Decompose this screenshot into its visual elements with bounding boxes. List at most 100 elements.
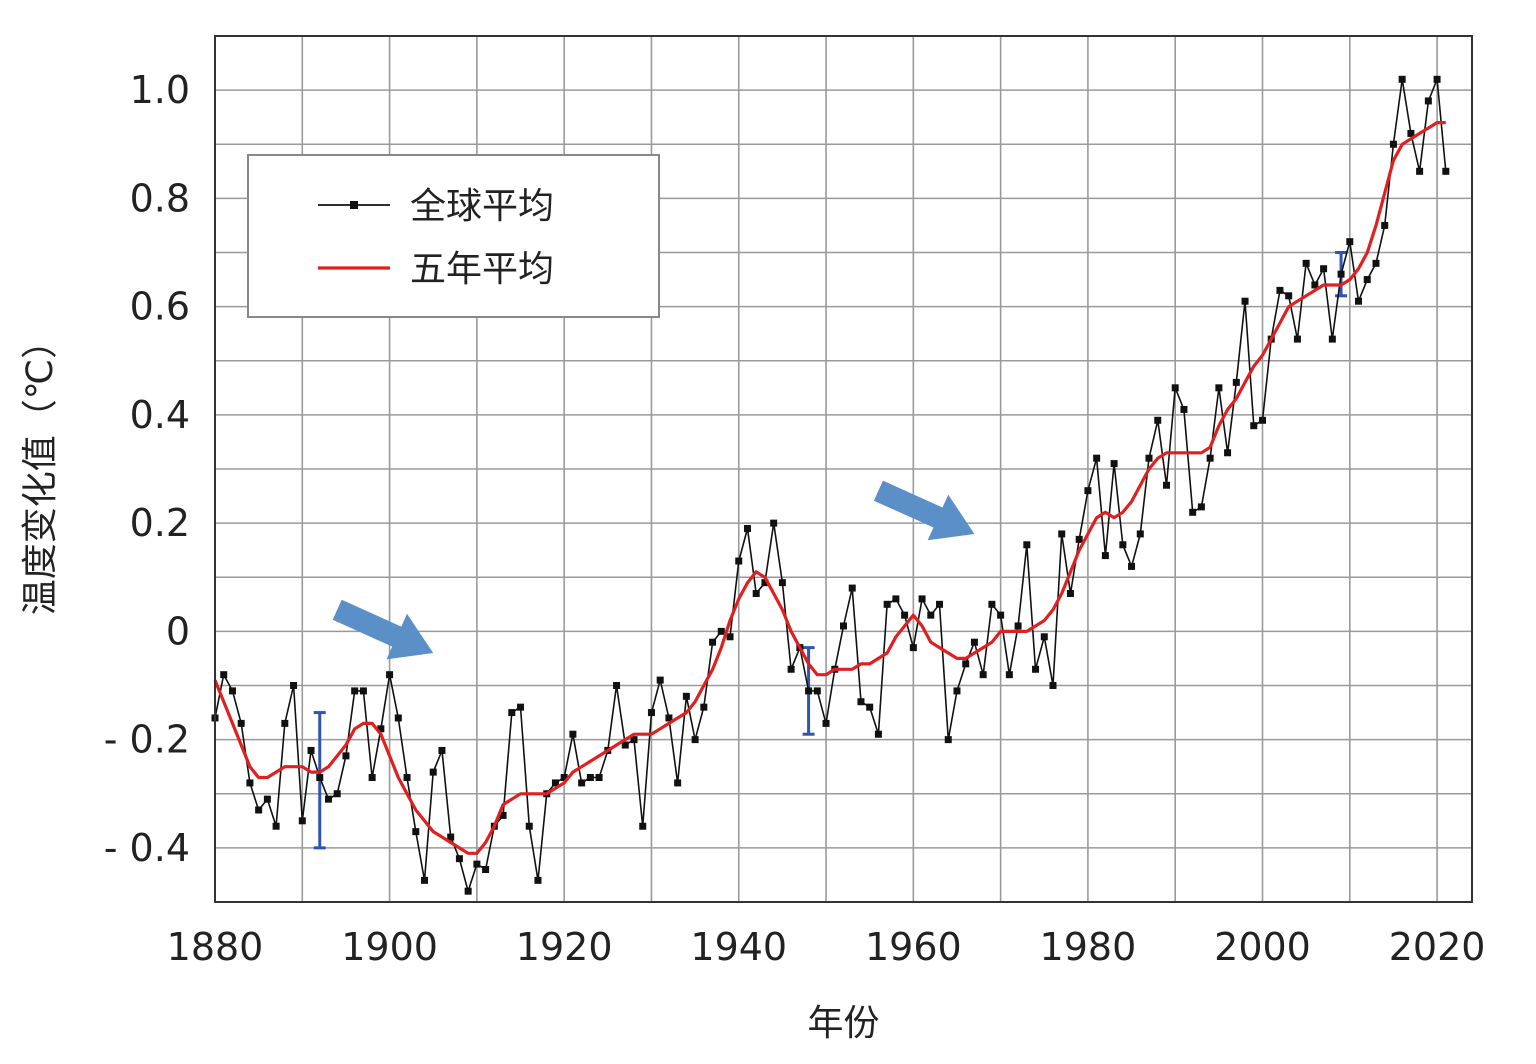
data-point [1180, 405, 1188, 413]
data-point [281, 719, 289, 727]
y-tick-label: 1.0 [130, 68, 190, 112]
x-axis-title: 年份 [807, 1003, 879, 1044]
data-point [1389, 140, 1397, 148]
data-point [368, 774, 376, 782]
data-point [674, 779, 682, 787]
x-tick-labels: 1880 1900 1920 1940 1960 1980 2000 2020 [167, 925, 1486, 969]
data-point [665, 714, 673, 722]
data-point [421, 876, 428, 884]
data-point [482, 866, 490, 874]
data-point [848, 584, 856, 592]
data-point [473, 860, 481, 868]
data-point [220, 671, 228, 679]
data-point [1101, 552, 1109, 560]
data-point [1023, 541, 1031, 549]
data-point [1040, 633, 1048, 641]
data-point [805, 687, 813, 695]
x-tick-label: 1980 [1040, 925, 1137, 969]
data-point [613, 682, 621, 689]
data-point [717, 627, 725, 635]
data-point [857, 698, 865, 706]
data-point [647, 709, 655, 717]
data-point [1075, 535, 1083, 543]
legend-box [247, 154, 660, 318]
data-point [377, 725, 385, 733]
data-point [1416, 167, 1424, 175]
data-point [735, 557, 743, 565]
data-point [1162, 481, 1170, 489]
data-point [272, 822, 280, 830]
data-point [342, 752, 350, 760]
data-point [499, 811, 507, 819]
data-point [1215, 384, 1223, 392]
data-point [1005, 671, 1013, 679]
data-point [1337, 270, 1345, 278]
data-point [953, 687, 961, 695]
data-point [639, 822, 647, 830]
data-point [709, 638, 717, 646]
data-point [901, 611, 909, 619]
data-point [394, 714, 402, 722]
data-point [761, 579, 769, 587]
data-point [351, 687, 359, 695]
data-point [1293, 335, 1301, 343]
data-point [787, 665, 795, 673]
data-point [927, 611, 935, 619]
data-point [874, 730, 882, 738]
y-tick-label: 0.8 [130, 176, 190, 220]
data-point [1232, 378, 1240, 386]
y-axis-title: 温度变化值（℃） [20, 323, 61, 615]
annotations [332, 480, 975, 660]
data-point [866, 703, 874, 711]
data-point [1119, 541, 1127, 549]
data-point [743, 525, 751, 533]
x-tick-label: 2000 [1214, 925, 1311, 969]
data-point [534, 876, 542, 884]
x-tick-label: 2020 [1389, 925, 1486, 969]
data-point [560, 774, 568, 782]
data-point [1372, 259, 1380, 267]
y-tick-label: - 0.2 [104, 718, 190, 762]
y-tick-label: - 0.4 [104, 826, 190, 870]
legend-label: 全球平均 [410, 186, 554, 227]
data-point [770, 519, 778, 527]
series-layer [211, 75, 1450, 895]
data-point [1241, 297, 1249, 305]
data-point [918, 595, 926, 603]
data-point [263, 795, 271, 803]
data-point [997, 611, 1005, 619]
y-tick-labels: 1.0 0.8 0.6 0.4 0.2 0 - 0.2 - 0.4 [104, 68, 190, 870]
data-point [1259, 416, 1266, 424]
data-point [508, 709, 516, 717]
data-point [307, 746, 315, 754]
data-point [298, 817, 306, 825]
y-tick-label: 0.4 [130, 393, 190, 437]
y-tick-label: 0.6 [130, 285, 190, 329]
data-point [1128, 562, 1136, 570]
data-point [246, 779, 254, 787]
data-point [429, 768, 437, 776]
data-point [682, 692, 690, 700]
data-point [970, 638, 978, 646]
data-point [822, 719, 830, 727]
y-tick-label: 0.2 [130, 501, 190, 545]
data-point [1302, 259, 1310, 267]
data-point [1058, 530, 1066, 538]
data-point [656, 676, 664, 684]
data-point [1320, 265, 1328, 273]
data-point [412, 828, 420, 836]
data-point [438, 746, 446, 754]
data-point [1171, 384, 1179, 392]
data-point [1189, 508, 1197, 516]
data-point [1363, 276, 1371, 284]
data-point [359, 687, 367, 695]
data-point [237, 719, 245, 727]
data-point [324, 795, 332, 803]
data-point [403, 774, 411, 782]
data-point [752, 589, 760, 597]
series-line [214, 78, 1447, 893]
data-point [1442, 167, 1450, 175]
data-point [525, 822, 533, 830]
